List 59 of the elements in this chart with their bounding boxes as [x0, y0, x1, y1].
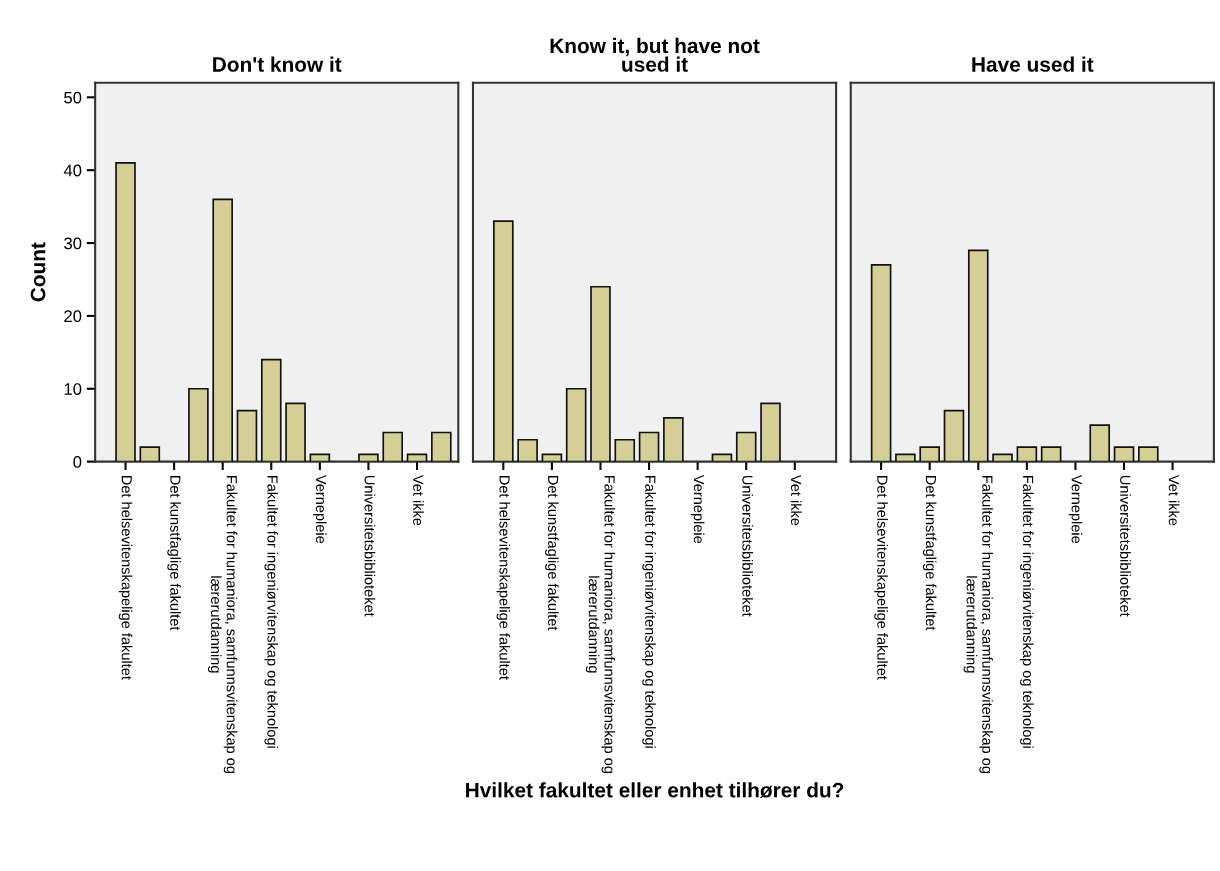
x-axis-title: Hvilket fakultet eller enhet tilhører du?	[466, 782, 844, 798]
x-tick-label: Universitetsbiblioteket	[1120, 475, 1131, 617]
x-tick-label: Fakultet for ingeniørvitenskap og teknologi	[1020, 476, 1034, 748]
x-tick-label: Vernepleie	[313, 474, 327, 544]
x-tick-label: Fakultet for humaniora, samfunnsvitenskap og lærerutdanning	[585, 476, 616, 773]
x-tick-label: Fakultet for humaniora, samfunnsvitenskap og lærerutdanning	[963, 476, 993, 773]
bar	[1016, 446, 1038, 462]
bar	[590, 285, 611, 462]
x-tick-label: Universitetsbiblioteket	[742, 475, 754, 617]
bar	[139, 446, 161, 462]
y-tick-label: 0	[73, 456, 82, 468]
y-tick-label: 40	[63, 164, 82, 177]
bar	[260, 358, 282, 462]
bar	[870, 264, 892, 462]
bar	[517, 438, 538, 462]
bar	[188, 387, 209, 462]
x-tick-label: Det helsevitenskapelige fakultet	[496, 476, 511, 680]
x-tick-label: Universitetsbiblioteket	[364, 475, 376, 617]
x-tick-label: Vet ikke	[413, 474, 424, 526]
bar	[382, 431, 404, 462]
chart-title: Know it, but have not used it	[550, 37, 760, 72]
bar	[1089, 424, 1111, 462]
bar	[967, 249, 989, 462]
x-tick-label: Vernepleie	[1068, 474, 1083, 544]
x-tick-label: Vet ikke	[790, 474, 802, 526]
bar	[614, 438, 636, 462]
bar	[663, 417, 684, 462]
chart-title: Don't know it	[213, 56, 342, 72]
chart-title: Have used it	[972, 56, 1094, 72]
x-tick-label: Vernepleie	[690, 474, 705, 544]
bar	[1113, 446, 1135, 462]
x-tick-label: Det helsevitenskapelige fakultet	[118, 476, 133, 680]
y-tick-label: 50	[64, 91, 82, 104]
y-axis-title: Count	[30, 242, 46, 302]
x-tick-label: Det kunstfaglige fakultet	[922, 476, 937, 631]
y-tick-label: 30	[64, 237, 82, 250]
bar	[115, 162, 136, 462]
x-tick-label: Fakultet for ingeniørvitenskap og teknologi	[264, 476, 279, 748]
y-tick-label: 10	[64, 383, 82, 395]
bar	[565, 387, 587, 462]
bar	[919, 446, 941, 462]
x-tick-label: Det helsevitenskapelige fakultet	[874, 476, 888, 680]
x-tick-label: Fakultet for humaniora, samfunnsvitenskap og lærerutdanning	[208, 476, 238, 773]
bar	[285, 402, 306, 462]
bar	[236, 409, 258, 462]
x-tick-label: Fakultet for ingeniørvitenskap og teknologi	[642, 476, 656, 748]
bar	[760, 402, 781, 462]
bar	[431, 431, 452, 462]
bar	[1138, 446, 1159, 462]
bar	[212, 198, 233, 462]
x-tick-label: Det kunstfaglige fakultet	[167, 476, 181, 631]
bar	[735, 431, 757, 462]
x-tick-label: Vet ikke	[1168, 474, 1180, 526]
bar	[1040, 446, 1062, 462]
bar	[943, 409, 965, 462]
bar	[638, 431, 660, 462]
y-tick-label: 20	[64, 310, 82, 323]
x-tick-label: Det kunstfaglige fakultet	[545, 476, 559, 631]
bar	[493, 220, 514, 462]
